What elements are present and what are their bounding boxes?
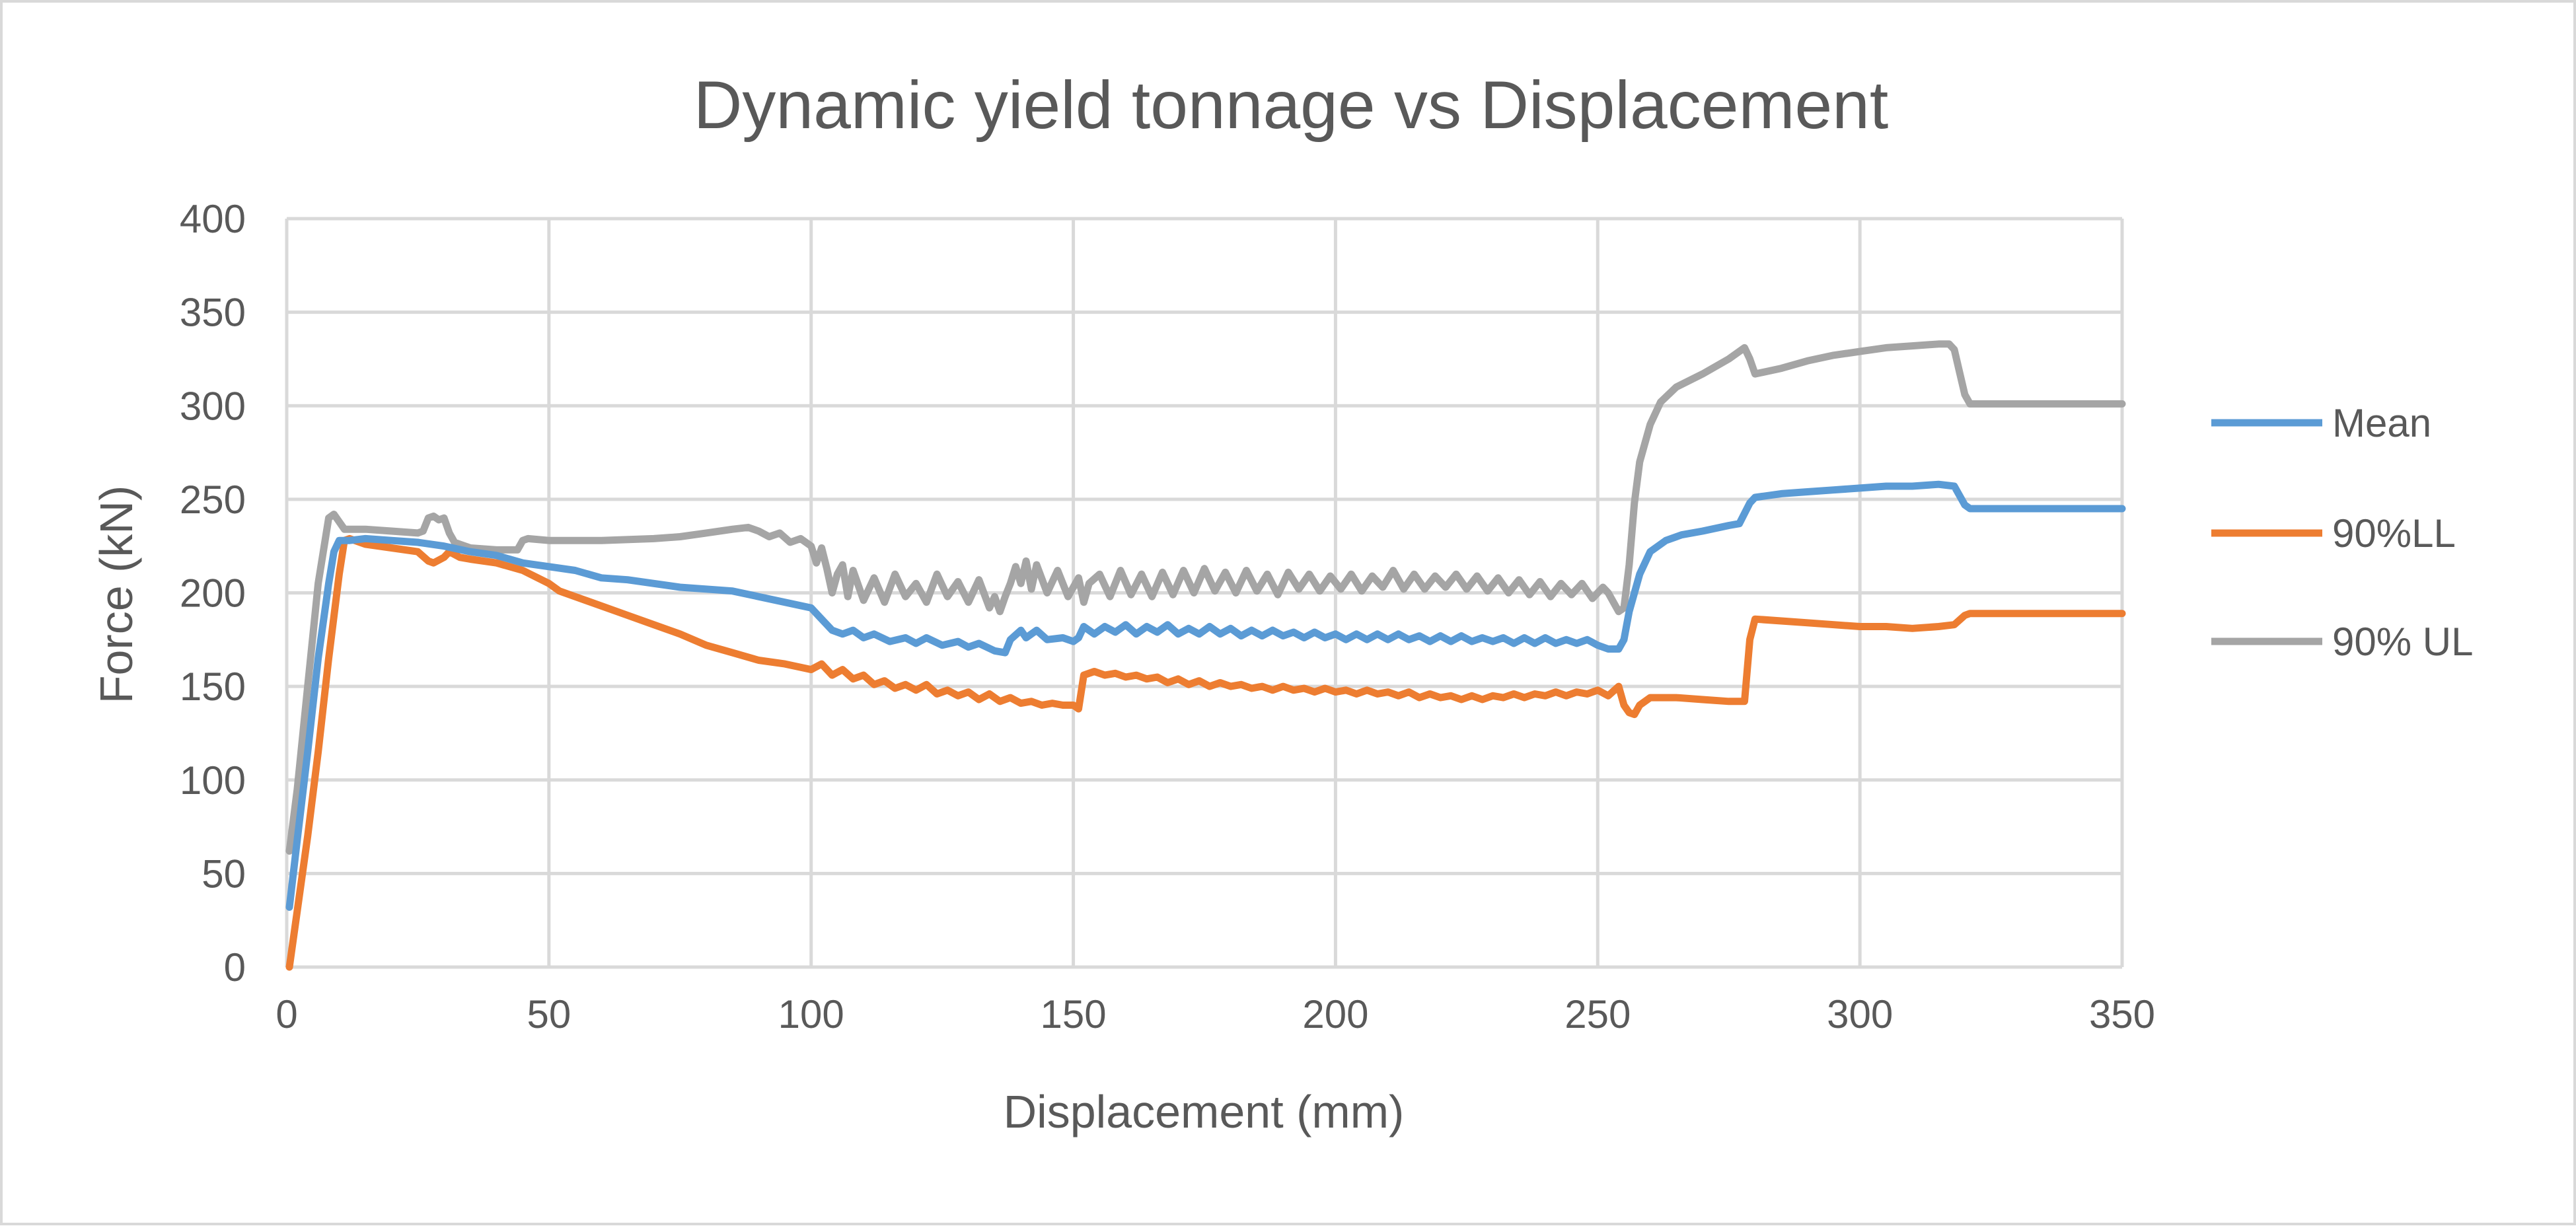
line-chart: 0 50 100 150 200 250 300 350 400 0 50 100 150 200 250 3… (91, 67, 2473, 1138)
tick-labels: 0 50 100 150 200 250 300 350 400 0 50 100 150 200 250 3… (180, 197, 2155, 1036)
x-tick-label: 150 (1041, 992, 1107, 1036)
y-tick-label: 100 (180, 758, 246, 803)
y-axis-title: Force (kN) (91, 486, 142, 704)
y-tick-label: 150 (180, 665, 246, 709)
x-tick-label: 0 (276, 992, 297, 1036)
x-tick-label: 100 (778, 992, 844, 1036)
legend-label: 90%LL (2332, 511, 2456, 556)
x-tick-label: 350 (2089, 992, 2155, 1036)
x-tick-label: 50 (527, 992, 571, 1036)
x-tick-label: 300 (1827, 992, 1893, 1036)
x-tick-label: 200 (1302, 992, 1368, 1036)
x-tick-label: 250 (1564, 992, 1631, 1036)
axes (285, 219, 2122, 969)
series-line-mean (285, 480, 2126, 911)
y-tick-label: 0 (224, 945, 246, 990)
series-layer (285, 340, 2126, 971)
y-tick-label: 200 (180, 571, 246, 616)
legend-label: Mean (2332, 401, 2431, 445)
y-tick-label: 300 (180, 384, 246, 428)
chart-title: Dynamic yield tonnage vs Displacement (694, 67, 1889, 143)
legend: Mean 90%LL 90% UL (2211, 401, 2473, 664)
y-tick-label: 250 (180, 478, 246, 522)
y-tick-label: 50 (202, 851, 246, 896)
series-line-90-ll (285, 534, 2126, 971)
y-tick-label: 350 (180, 291, 246, 335)
series-line-90-ul (285, 340, 2126, 855)
x-axis-title: Displacement (mm) (1004, 1086, 1405, 1138)
legend-label: 90% UL (2332, 620, 2473, 664)
y-tick-label: 400 (180, 197, 246, 241)
